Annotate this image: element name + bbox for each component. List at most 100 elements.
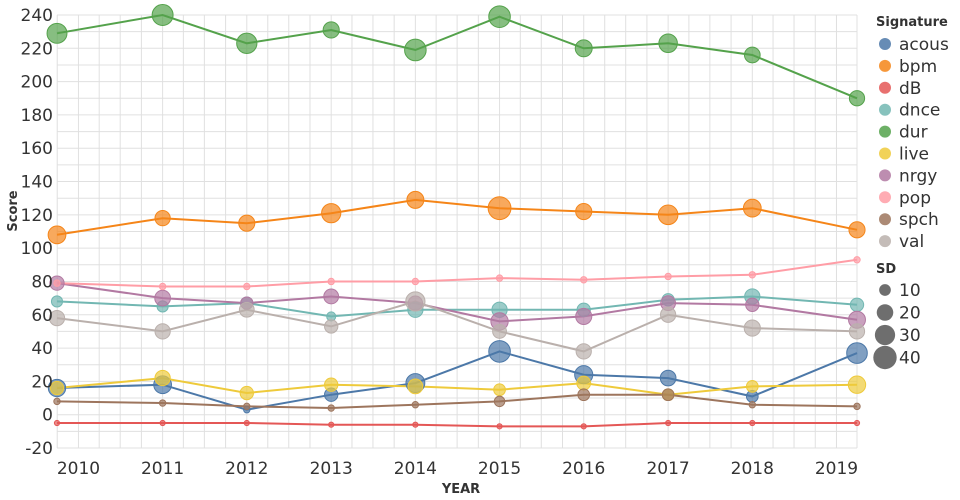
x-tick-label: 2017 (646, 459, 689, 479)
y-axis-title: Score (6, 190, 21, 231)
data-point-spch[interactable] (327, 404, 335, 412)
data-point-pop[interactable] (748, 271, 757, 279)
data-point-bpm[interactable] (47, 225, 67, 245)
data-point-dur[interactable] (743, 46, 761, 64)
data-point-dB[interactable] (853, 419, 861, 427)
data-point-spch[interactable] (158, 399, 167, 407)
series-line-acous (56, 350, 858, 411)
data-point-dB[interactable] (749, 419, 756, 427)
data-point-dB[interactable] (665, 419, 672, 427)
data-point-dur[interactable] (404, 38, 427, 62)
data-point-spch[interactable] (853, 402, 861, 411)
data-point-spch[interactable] (53, 397, 61, 406)
data-point-bpm[interactable] (487, 196, 512, 221)
data-point-bpm[interactable] (238, 214, 256, 232)
data-point-live[interactable] (407, 378, 424, 395)
data-point-pop[interactable] (411, 277, 420, 286)
data-point-live[interactable] (493, 383, 506, 397)
data-point-dB[interactable] (53, 419, 61, 427)
data-point-spch[interactable] (748, 400, 757, 409)
data-point-pop[interactable] (327, 277, 335, 286)
data-point-pop[interactable] (580, 276, 588, 284)
size-legend-label: 10 (899, 281, 921, 301)
data-point-pop[interactable] (495, 274, 504, 282)
data-point-val[interactable] (48, 309, 66, 327)
data-point-dur[interactable] (658, 33, 678, 54)
data-point-acous[interactable] (488, 340, 511, 363)
data-point-val[interactable] (405, 291, 426, 312)
data-point-dnce[interactable] (50, 295, 64, 308)
data-point-pop[interactable] (53, 279, 61, 287)
data-point-spch[interactable] (411, 400, 420, 409)
legend-label-pop: pop (899, 188, 931, 208)
size-legend-symbol (879, 284, 891, 296)
series-line-dnce (56, 295, 858, 318)
data-point-bpm[interactable] (321, 203, 342, 224)
data-point-dur[interactable] (46, 22, 68, 44)
data-point-dB[interactable] (159, 419, 166, 427)
y-tick-label: 140 (21, 173, 53, 193)
series-line-dur (56, 13, 858, 100)
data-point-nrgy[interactable] (323, 288, 340, 305)
data-point-dur[interactable] (151, 4, 174, 26)
data-point-dur[interactable] (236, 32, 258, 54)
legend-label-dB: dB (899, 79, 921, 99)
data-point-dur[interactable] (488, 5, 511, 28)
data-point-spch[interactable] (577, 388, 591, 402)
data-point-bpm[interactable] (742, 198, 762, 218)
data-point-live[interactable] (49, 380, 65, 396)
y-tick-label: 180 (21, 106, 53, 126)
x-tick-label: 2016 (562, 459, 605, 479)
data-point-nrgy[interactable] (575, 307, 593, 325)
data-point-val[interactable] (575, 343, 592, 360)
legend[interactable]: Signature acousbpmdBdncedurlivenrgypopsp… (873, 15, 949, 370)
data-point-spch[interactable] (493, 395, 506, 408)
data-point-val[interactable] (324, 319, 339, 334)
data-point-bpm[interactable] (154, 210, 171, 227)
data-point-dB[interactable] (243, 419, 250, 427)
size-legend-symbol (873, 345, 897, 370)
data-point-dB[interactable] (580, 423, 587, 430)
data-point-nrgy[interactable] (745, 297, 760, 312)
data-point-dnce[interactable] (849, 297, 865, 312)
data-point-dB[interactable] (496, 423, 503, 430)
data-point-nrgy[interactable] (154, 289, 171, 307)
y-axis: -20 0 20 40 60 80 100 120 140 160 180 200 220 240 (21, 6, 53, 459)
data-point-dB[interactable] (412, 421, 419, 428)
data-point-val[interactable] (154, 323, 171, 340)
data-point-val[interactable] (659, 306, 677, 323)
data-point-val[interactable] (492, 324, 507, 339)
data-point-live[interactable] (745, 380, 759, 393)
data-point-live[interactable] (847, 375, 867, 394)
data-point-live[interactable] (239, 385, 254, 401)
data-point-dur[interactable] (574, 39, 593, 58)
data-point-val[interactable] (238, 301, 255, 318)
data-point-pop[interactable] (243, 282, 251, 291)
data-point-dB[interactable] (328, 421, 335, 428)
data-point-live[interactable] (154, 369, 171, 387)
data-point-bpm[interactable] (575, 202, 593, 221)
data-point-val[interactable] (848, 323, 866, 340)
data-point-bpm[interactable] (657, 204, 679, 226)
data-point-acous[interactable] (846, 342, 868, 364)
legend-swatch-live (879, 147, 891, 160)
size-legend-symbol (876, 304, 894, 321)
data-point-dur[interactable] (322, 21, 340, 39)
data-point-spch[interactable] (661, 388, 675, 402)
data-point-bpm[interactable] (848, 221, 866, 239)
size-legend-title: SD (876, 262, 896, 277)
data-point-live[interactable] (324, 377, 339, 392)
y-tick-label: 80 (31, 272, 53, 292)
data-point-spch[interactable] (243, 402, 251, 411)
data-points (46, 4, 868, 430)
data-point-live[interactable] (576, 375, 592, 391)
data-point-pop[interactable] (664, 272, 672, 281)
data-point-pop[interactable] (158, 282, 167, 291)
data-point-dur[interactable] (848, 90, 866, 107)
data-point-acous[interactable] (659, 369, 677, 387)
data-point-bpm[interactable] (406, 190, 425, 209)
data-point-val[interactable] (743, 319, 761, 337)
legend-label-nrgy: nrgy (899, 166, 937, 186)
data-point-pop[interactable] (853, 256, 861, 264)
